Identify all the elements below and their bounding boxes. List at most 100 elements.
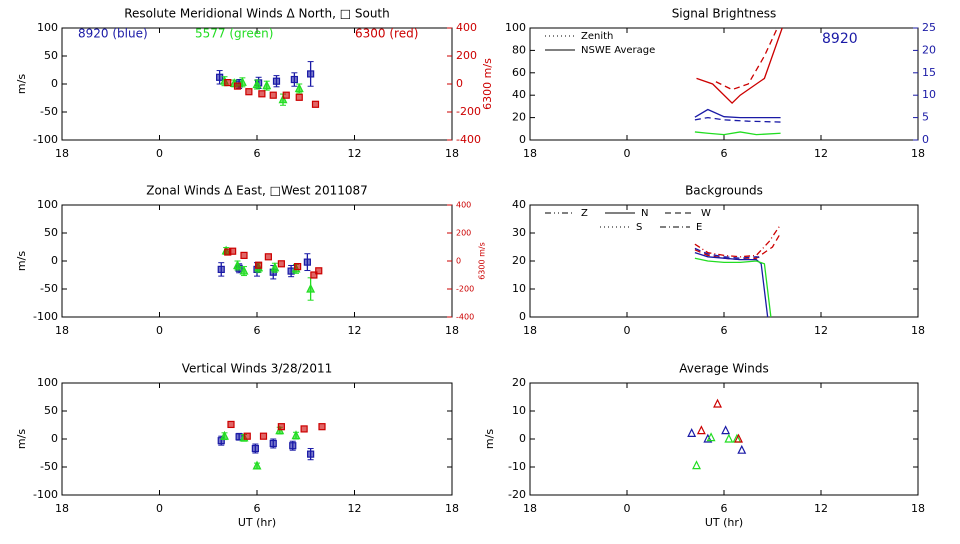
data-point xyxy=(229,247,237,255)
data-point xyxy=(217,265,225,273)
data-point xyxy=(692,460,701,470)
x-tick-label: 6 xyxy=(254,324,261,337)
data-point xyxy=(310,271,318,279)
data-point xyxy=(294,83,304,93)
plot-frame xyxy=(529,382,919,496)
y-tick-label: 20 xyxy=(512,254,526,267)
data-point xyxy=(227,420,235,429)
data-point xyxy=(282,91,290,99)
legend-label: 5577 (green) xyxy=(195,27,273,41)
data-line xyxy=(694,232,782,261)
y2-axis-label: 6300 m/s xyxy=(481,58,494,110)
data-point xyxy=(270,262,280,272)
data-point xyxy=(258,90,266,98)
y-tick-label: 40 xyxy=(512,198,526,211)
y-tick-label: 0 xyxy=(519,432,526,445)
y2-tick-label: -400 xyxy=(456,313,474,322)
data-point xyxy=(300,425,308,433)
y-tick-label: 100 xyxy=(505,21,526,34)
data-point xyxy=(687,428,697,437)
x-axis-label: UT (hr) xyxy=(705,516,743,529)
x-tick-label: 18 xyxy=(523,502,537,515)
data-point xyxy=(706,432,716,442)
y2-tick-label: 400 xyxy=(456,21,477,34)
data-line xyxy=(694,224,782,258)
panel-title: Signal Brightness xyxy=(672,7,777,21)
y2-tick-label: 200 xyxy=(456,49,477,62)
data-point xyxy=(277,260,285,268)
y-tick-label: -50 xyxy=(40,282,58,295)
y-tick-label: 50 xyxy=(44,49,58,62)
data-point xyxy=(318,423,326,431)
panel-title: Vertical Winds 3/28/2011 xyxy=(182,362,333,376)
data-point xyxy=(307,70,315,78)
panel-title: Zonal Winds Δ East, □West 2011087 xyxy=(146,184,368,198)
y-tick-label: 100 xyxy=(37,376,58,389)
x-tick-label: 18 xyxy=(445,502,459,515)
data-point xyxy=(269,439,277,448)
y-tick-label: -10 xyxy=(508,460,526,473)
plot-frame xyxy=(61,382,453,496)
x-axis-label: UT (hr) xyxy=(238,516,276,529)
legend-label: S xyxy=(636,222,642,233)
y-tick-label: 10 xyxy=(512,404,526,417)
y-tick-label: 50 xyxy=(44,226,58,239)
panel-title: Average Winds xyxy=(679,362,769,376)
data-point xyxy=(240,251,248,259)
y-axis-label: m/s xyxy=(483,429,496,449)
y2-tick-label: 20 xyxy=(922,43,936,56)
legend-label: 8920 (blue) xyxy=(78,27,148,41)
y2-tick-label: 0 xyxy=(922,133,929,146)
data-line xyxy=(715,27,778,91)
data-line xyxy=(694,251,769,318)
data-line xyxy=(694,116,781,123)
x-tick-label: 12 xyxy=(814,147,828,160)
x-tick-label: 18 xyxy=(445,324,459,337)
x-tick-label: 6 xyxy=(721,147,728,160)
data-point xyxy=(255,261,263,269)
y-tick-label: -20 xyxy=(508,488,526,501)
y-tick-label: 0 xyxy=(519,133,526,146)
y2-tick-label: 0 xyxy=(456,257,461,266)
data-line xyxy=(694,247,763,259)
x-tick-label: 6 xyxy=(254,502,261,515)
data-point xyxy=(224,78,232,87)
data-point xyxy=(311,100,320,108)
x-tick-label: 18 xyxy=(911,502,925,515)
x-tick-label: 12 xyxy=(348,147,362,160)
data-point xyxy=(734,433,744,443)
data-point xyxy=(252,460,262,470)
y-tick-label: 60 xyxy=(512,66,526,79)
legend-label: E xyxy=(696,222,702,233)
y-tick-label: 20 xyxy=(512,376,526,389)
annotation: 8920 xyxy=(822,31,858,47)
data-point xyxy=(713,398,723,408)
y-tick-label: 0 xyxy=(51,77,58,90)
data-point xyxy=(251,444,259,453)
y2-tick-label: 15 xyxy=(922,66,936,79)
data-point xyxy=(306,283,316,293)
data-point xyxy=(269,91,277,99)
y2-tick-label: -400 xyxy=(456,133,481,146)
panel-title: Resolute Meridional Winds Δ North, □ Sou… xyxy=(124,7,390,21)
x-tick-label: 12 xyxy=(814,502,828,515)
plot-frame xyxy=(61,204,453,318)
y-tick-label: 20 xyxy=(512,111,526,124)
y2-tick-label: 10 xyxy=(922,88,936,101)
y-tick-label: 80 xyxy=(512,43,526,56)
data-line xyxy=(696,27,783,104)
data-point xyxy=(233,82,242,90)
legend-label: W xyxy=(701,208,711,219)
x-tick-label: 12 xyxy=(814,324,828,337)
plot-frame xyxy=(529,204,919,318)
data-point xyxy=(737,444,747,454)
data-point xyxy=(272,77,281,85)
x-tick-label: 6 xyxy=(721,502,728,515)
x-tick-label: 18 xyxy=(55,502,69,515)
x-tick-label: 18 xyxy=(911,147,925,160)
data-point xyxy=(289,442,297,450)
